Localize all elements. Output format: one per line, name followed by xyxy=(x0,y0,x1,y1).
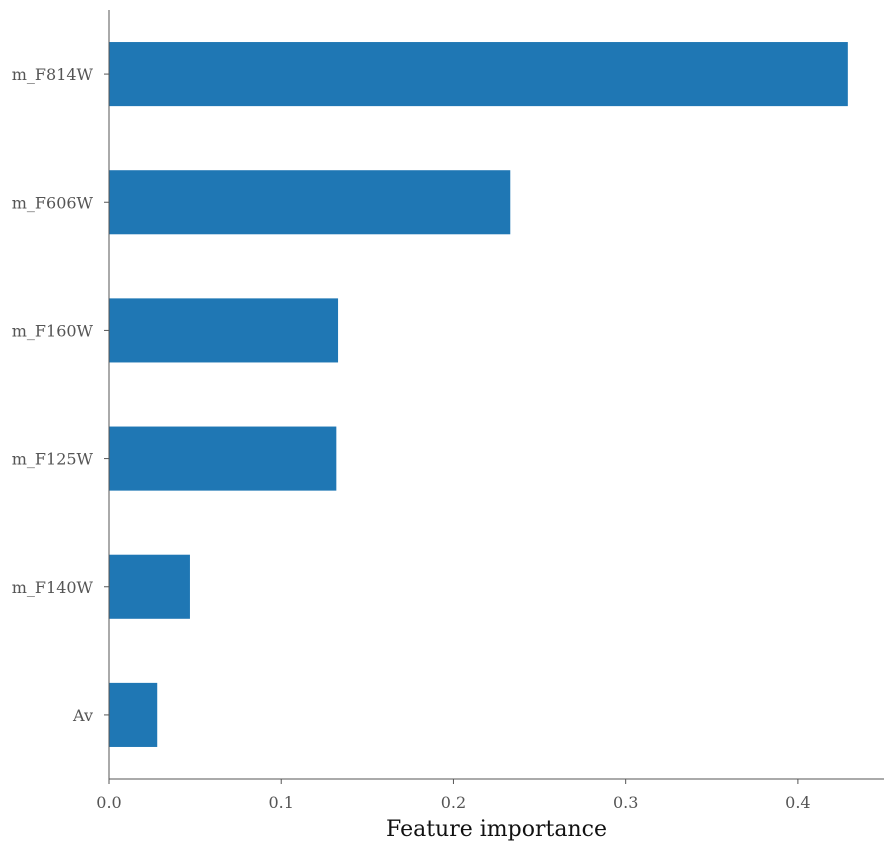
y-tick-label: m_F814W xyxy=(12,65,94,84)
x-tick-label: 0.1 xyxy=(268,793,293,812)
x-tick-label: 0.2 xyxy=(441,793,466,812)
bar-m-f814w xyxy=(109,42,848,107)
x-tick-label: 0.0 xyxy=(96,793,121,812)
bar-m-f160w xyxy=(109,298,339,363)
y-tick-label: m_F606W xyxy=(12,193,94,212)
x-ticks-group: 0.0 0.1 0.2 0.3 0.4 xyxy=(96,779,811,812)
bar-m-f125w xyxy=(109,426,337,491)
y-tick-label: Av xyxy=(72,706,93,725)
y-ticks-group: m_F814W m_F606W m_F160W m_F125W m_F140W Av xyxy=(12,65,109,725)
x-axis-title: Feature importance xyxy=(386,817,607,842)
x-tick-label: 0.4 xyxy=(785,793,810,812)
bar-av xyxy=(109,682,158,747)
y-tick-label: m_F160W xyxy=(12,321,94,340)
y-tick-label: m_F140W xyxy=(12,578,94,597)
y-tick-label: m_F125W xyxy=(12,450,94,469)
bar-m-f606w xyxy=(109,170,511,235)
bar-m-f140w xyxy=(109,554,190,619)
bars-group xyxy=(109,42,848,747)
x-tick-label: 0.3 xyxy=(613,793,638,812)
